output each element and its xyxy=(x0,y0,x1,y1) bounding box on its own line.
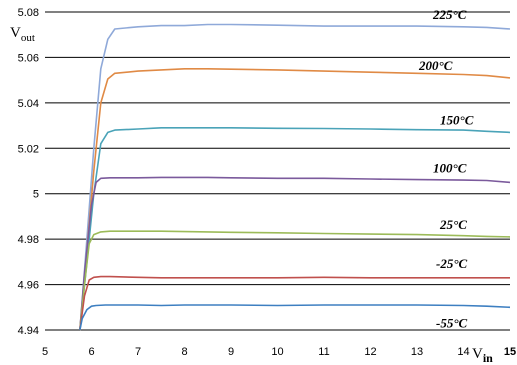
series-line xyxy=(79,230,511,331)
x-tick-label: 6 xyxy=(88,346,94,358)
x-tick-label: 7 xyxy=(135,346,141,358)
x-tick-label: 8 xyxy=(181,346,187,358)
series-line xyxy=(79,275,510,331)
x-tick-label: 10 xyxy=(271,346,283,358)
y-tick-label: 4.94 xyxy=(18,325,39,337)
y-tick-label: 5.08 xyxy=(18,7,39,19)
y-tick-label: 5.04 xyxy=(18,98,39,110)
x-tick-label: 15 xyxy=(504,346,516,358)
y-axis-label: Vout xyxy=(10,25,35,44)
series-line xyxy=(79,176,511,331)
series-line xyxy=(79,68,511,331)
x-tick-label: 12 xyxy=(364,346,376,358)
series-line xyxy=(79,127,511,331)
y-tick-label: 4.98 xyxy=(18,234,39,246)
series-label: 225°C xyxy=(432,7,467,22)
series-label: -55°C xyxy=(436,315,468,330)
x-tick-label: 14 xyxy=(457,346,469,358)
series-label: 150°C xyxy=(440,112,474,127)
y-tick-label: 5.02 xyxy=(18,143,39,155)
series-line xyxy=(79,23,511,331)
y-tick-labels: 4.94 4.96 4.98 5 5.02 5.04 5.06 5.08 xyxy=(18,7,39,337)
y-tick-label: 5.06 xyxy=(18,52,39,64)
x-tick-label: 5 xyxy=(42,346,48,358)
series-label: 25°C xyxy=(439,217,467,232)
series-label: 200°C xyxy=(418,58,453,73)
series-line xyxy=(79,304,511,331)
y-tick-label: 5 xyxy=(33,189,39,201)
series-lines xyxy=(79,23,511,331)
series-labels: 225°C 200°C 150°C 100°C 25°C -25°C -55°C xyxy=(418,7,474,330)
series-label: 100°C xyxy=(433,160,467,175)
x-tick-label: 13 xyxy=(411,346,423,358)
series-label: -25°C xyxy=(436,256,468,271)
x-tick-label: 11 xyxy=(318,346,329,358)
x-tick-label: 9 xyxy=(228,346,234,358)
x-axis-label: Vin xyxy=(472,346,493,365)
y-tick-label: 4.96 xyxy=(18,280,39,292)
x-tick-labels: 5 6 7 8 9 10 11 12 13 14 15 xyxy=(42,346,516,358)
gridlines xyxy=(45,11,510,331)
